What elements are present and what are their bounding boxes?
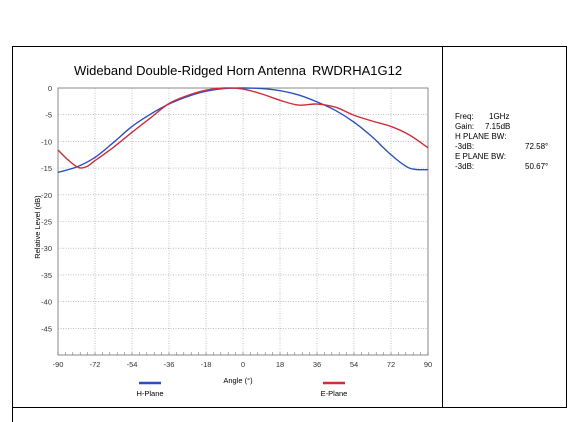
frame-left-edge [12, 46, 13, 422]
y-tick-label: 0 [48, 84, 52, 93]
y-tick-label: -45 [41, 324, 52, 333]
panel-divider [442, 46, 443, 408]
h-minus3db-row: -3dB: 72.58° [455, 142, 565, 152]
y-axis-label: Relative Level (dB) [33, 195, 42, 259]
chart-model: RWDRHA1G12 [312, 63, 403, 78]
chart-title-bar: Wideband Double-Ridged Horn Antenna RWDR… [40, 63, 440, 83]
gain-value: 7.15dB [485, 122, 511, 131]
legend: H-Plane E-Plane [136, 381, 348, 398]
y-tick-label: -20 [41, 191, 52, 200]
chart-title: Wideband Double-Ridged Horn Antenna [74, 63, 306, 78]
tick-labels: -90 -72 -54 -36 -18 0 18 36 54 72 90 0 -5 -10 -15 -20 -2… [41, 84, 432, 369]
x-tick-label: -54 [127, 360, 138, 369]
x-tick-label: 90 [424, 360, 432, 369]
antenna-info-panel: Freq: 1GHz Gain: 7.15dB H PLANE BW: -3dB… [455, 112, 565, 172]
y-tick-label: -35 [41, 271, 52, 280]
y-tick-label: -40 [41, 298, 52, 307]
y-tick-label: -10 [41, 137, 52, 146]
x-axis-label: Angle (°) [223, 376, 253, 385]
h-plane-line [57, 87, 429, 174]
legend-label-e-plane: E-Plane [321, 389, 348, 398]
gain-row: Gain: 7.15dB [455, 122, 565, 132]
y-tick-label: -15 [41, 164, 52, 173]
y-tick-label: -25 [41, 218, 52, 227]
e-plane-bw-label: E PLANE BW: [455, 152, 506, 161]
freq-row: Freq: 1GHz [455, 112, 565, 122]
grid [57, 87, 429, 356]
y-tick-label: -30 [41, 244, 52, 253]
x-tick-label: 18 [276, 360, 284, 369]
x-tick-label: -36 [164, 360, 175, 369]
freq-label: Freq: [455, 112, 474, 121]
e-minus3db-value: 50.67° [525, 162, 549, 171]
x-tick-label: 36 [313, 360, 321, 369]
x-tick-label: -18 [201, 360, 212, 369]
e-plane-bw-row: E PLANE BW: [455, 152, 565, 162]
e-minus3db-row: -3dB: 50.67° [455, 162, 565, 172]
h-plane-bw-label: H PLANE BW: [455, 132, 507, 141]
x-tick-label: 0 [241, 360, 245, 369]
x-tick-label: 54 [350, 360, 358, 369]
x-tick-label: -72 [90, 360, 101, 369]
freq-value: 1GHz [489, 112, 510, 121]
e-plane-line [57, 87, 429, 169]
series-lines [57, 87, 429, 174]
x-tick-label: -90 [53, 360, 64, 369]
x-tick-label: 72 [387, 360, 395, 369]
y-tick-label: -5 [45, 111, 52, 120]
e-minus3db-label: -3dB: [455, 162, 475, 171]
h-minus3db-label: -3dB: [455, 142, 475, 151]
gain-label: Gain: [455, 122, 475, 131]
h-plane-bw-row: H PLANE BW: [455, 132, 565, 142]
h-minus3db-value: 72.58° [525, 142, 549, 151]
legend-label-h-plane: H-Plane [136, 389, 163, 398]
